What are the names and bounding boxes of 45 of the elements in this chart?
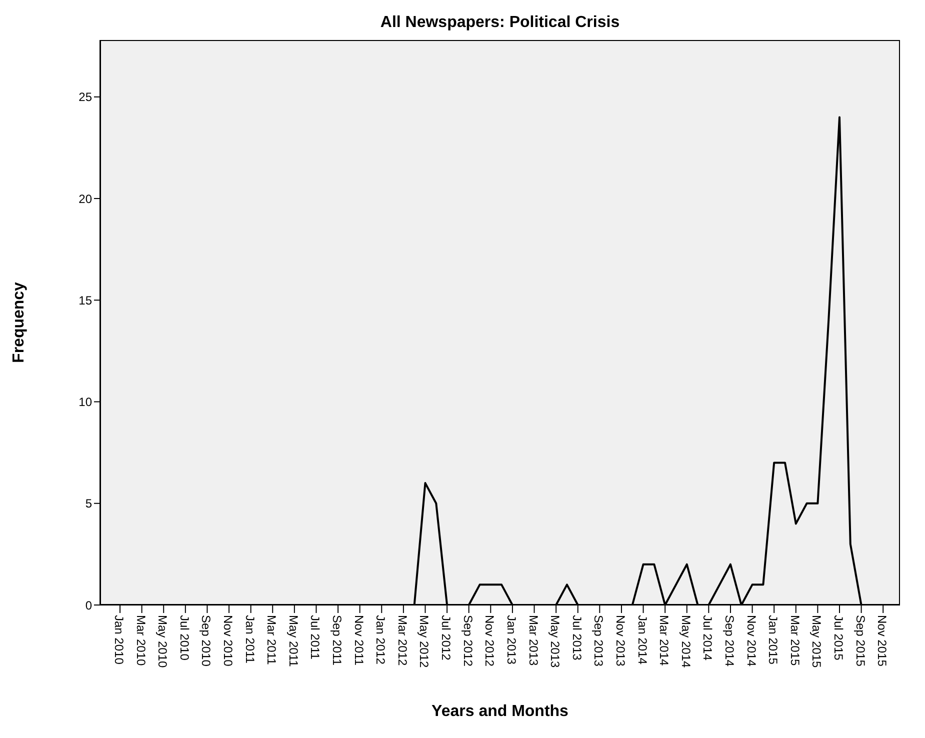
y-axis-title: Frequency (10, 282, 28, 363)
x-tick-label: May 2013 (548, 615, 562, 668)
x-tick-label: Nov 2012 (482, 615, 497, 667)
x-tick-label: Nov 2011 (352, 615, 366, 666)
x-tick-label: Mar 2011 (264, 615, 279, 666)
x-tick-label: Mar 2014 (657, 615, 672, 666)
x-tick-label: Mar 2013 (526, 615, 540, 666)
y-tick-label: 20 (78, 192, 92, 206)
x-tick-label: May 2010 (156, 615, 170, 668)
x-tick-label: Jul 2012 (439, 615, 454, 661)
x-tick-label: Jul 2013 (570, 615, 584, 661)
x-tick-label: May 2012 (417, 615, 432, 668)
x-tick-label: Jan 2014 (635, 615, 650, 665)
y-tick-label: 15 (78, 293, 92, 308)
y-tick-label: 10 (78, 395, 92, 410)
x-tick-label: Nov 2015 (875, 615, 890, 667)
x-tick-label: Sep 2014 (722, 615, 736, 667)
x-tick-label: Mar 2010 (134, 615, 148, 666)
x-tick-label: May 2015 (810, 615, 824, 668)
x-tick-label: May 2011 (286, 615, 300, 668)
x-tick-label: Jan 2011 (242, 615, 257, 664)
x-tick-label: Sep 2011 (330, 615, 344, 666)
x-tick-label: Jul 2010 (177, 615, 192, 661)
x-tick-label: Nov 2010 (221, 615, 236, 667)
x-tick-label: Mar 2012 (395, 615, 410, 666)
x-tick-label: Nov 2013 (613, 615, 628, 667)
x-tick-label: Jul 2014 (700, 615, 715, 661)
x-tick-label: Sep 2015 (853, 615, 868, 667)
x-tick-label: Jan 2010 (112, 615, 126, 665)
x-tick-label: Jan 2013 (504, 615, 518, 665)
y-tick-label: 0 (85, 598, 92, 612)
x-tick-label: Jul 2011 (308, 615, 322, 660)
x-tick-label: Sep 2013 (592, 615, 606, 667)
x-tick-label: Sep 2012 (460, 615, 475, 667)
y-tick-label: 5 (85, 496, 92, 511)
x-tick-label: Sep 2010 (199, 615, 214, 667)
x-tick-label: Jul 2015 (831, 615, 846, 661)
y-tick-label: 25 (78, 90, 92, 104)
x-tick-label: May 2014 (678, 615, 693, 668)
chart-title: All Newspapers: Political Crisis (379, 14, 621, 32)
x-tick-label: Jan 2015 (766, 615, 780, 665)
x-axis-title: Years and Months (432, 703, 569, 720)
x-tick-label: Mar 2015 (788, 615, 802, 666)
x-tick-label: Nov 2014 (744, 615, 758, 667)
x-tick-label: Jan 2012 (374, 615, 388, 665)
